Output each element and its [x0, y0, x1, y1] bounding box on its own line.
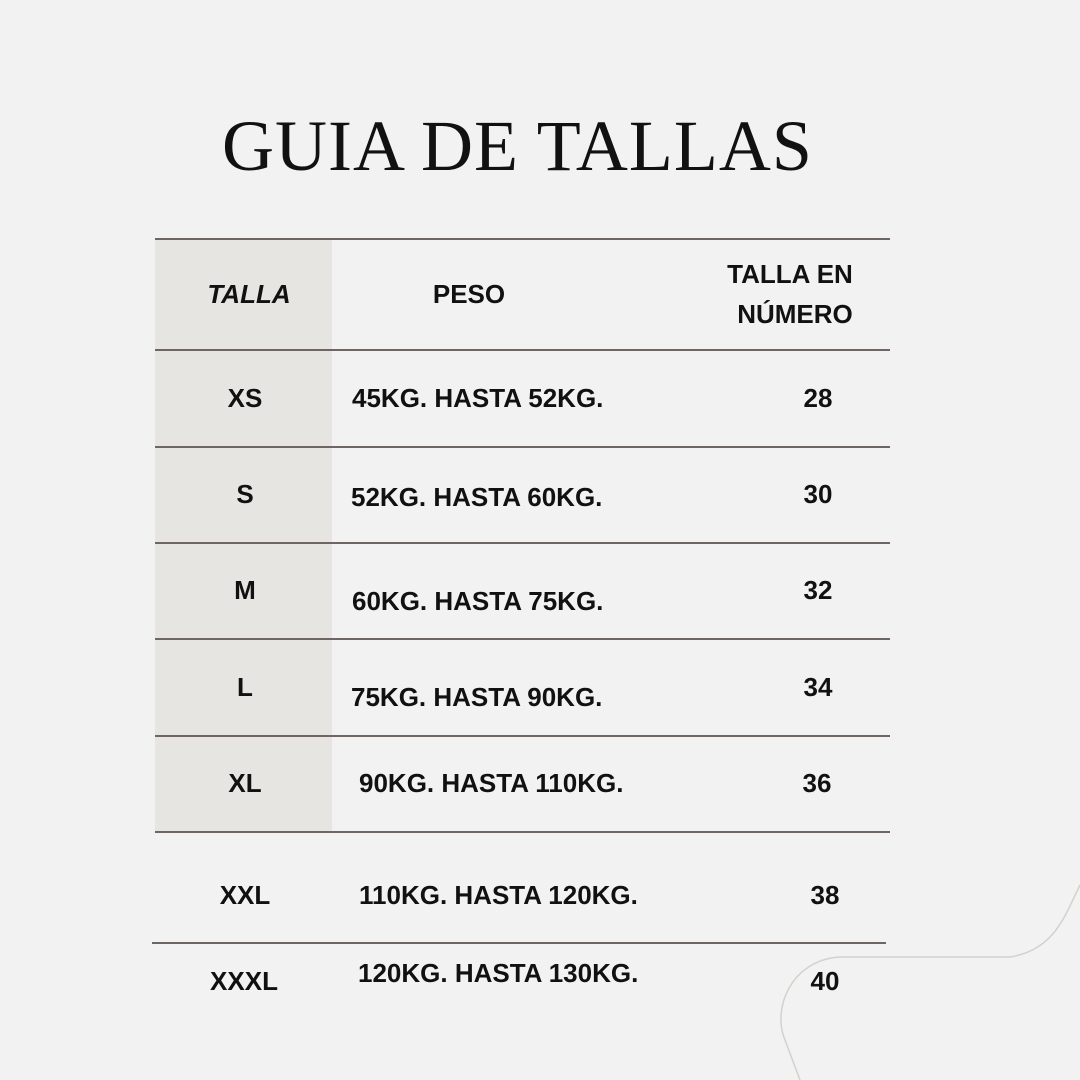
size-cell: L [237, 672, 253, 702]
divider [155, 238, 890, 240]
weight-cell: 45KG. HASTA 52KG. [352, 383, 604, 413]
number-cell: 32 [803, 575, 833, 605]
divider [155, 831, 890, 833]
divider [152, 942, 886, 944]
header-peso: PESO [432, 279, 506, 309]
number-cell: 40 [810, 966, 840, 996]
number-cell: 38 [810, 880, 840, 910]
divider [155, 542, 890, 544]
weight-cell: 60KG. HASTA 75KG. [352, 586, 604, 616]
number-cell: 30 [803, 479, 833, 509]
divider [155, 638, 890, 640]
page-title: GUIA DE TALLAS [222, 106, 813, 186]
size-cell: S [236, 479, 254, 509]
divider [155, 349, 890, 351]
divider [155, 446, 890, 448]
size-cell: XL [228, 768, 262, 798]
size-cell: XXXL [210, 966, 278, 996]
weight-cell: 52KG. HASTA 60KG. [351, 482, 603, 512]
header-talla: TALLA [207, 279, 291, 309]
header-numero-line1: TALLA EN [727, 259, 853, 289]
size-cell: XXL [219, 880, 271, 910]
weight-cell: 120KG. HASTA 130KG. [358, 958, 639, 988]
size-column-shade [155, 240, 332, 831]
weight-cell: 90KG. HASTA 110KG. [359, 768, 624, 798]
number-cell: 28 [803, 383, 833, 413]
header-numero-line2: NÚMERO [737, 299, 853, 329]
size-cell: M [234, 575, 256, 605]
number-cell: 36 [802, 768, 832, 798]
size-cell: XS [227, 383, 263, 413]
divider [155, 735, 890, 737]
weight-cell: 110KG. HASTA 120KG. [359, 880, 638, 910]
weight-cell: 75KG. HASTA 90KG. [351, 682, 603, 712]
number-cell: 34 [803, 672, 833, 702]
